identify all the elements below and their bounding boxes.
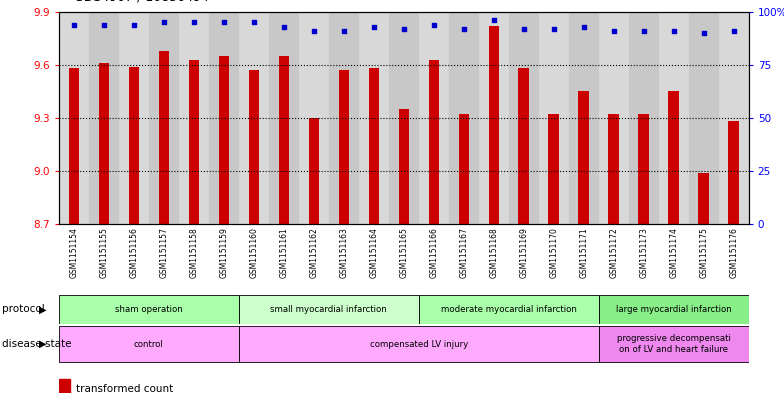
Point xyxy=(278,24,290,30)
Bar xyxy=(188,59,199,224)
Bar xyxy=(89,12,119,224)
Bar xyxy=(278,56,289,224)
Bar xyxy=(239,12,269,224)
Bar xyxy=(599,12,629,224)
Bar xyxy=(249,70,259,224)
Bar xyxy=(488,26,499,224)
Point xyxy=(307,28,320,34)
Point xyxy=(547,26,560,32)
Point xyxy=(488,17,500,24)
Bar xyxy=(59,379,70,393)
Bar xyxy=(359,12,389,224)
FancyBboxPatch shape xyxy=(59,326,239,362)
Bar xyxy=(389,12,419,224)
FancyBboxPatch shape xyxy=(599,296,749,324)
Point xyxy=(368,24,380,30)
Text: control: control xyxy=(134,340,164,349)
Bar xyxy=(309,118,319,224)
Bar xyxy=(549,114,559,224)
Point xyxy=(187,19,200,26)
Bar xyxy=(459,114,469,224)
Bar xyxy=(719,12,749,224)
Point xyxy=(608,28,620,34)
Text: compensated LV injury: compensated LV injury xyxy=(369,340,468,349)
Bar xyxy=(59,12,89,224)
Point xyxy=(97,21,110,28)
Point xyxy=(728,28,740,34)
Bar xyxy=(219,56,229,224)
Point xyxy=(637,28,650,34)
Text: disease state: disease state xyxy=(2,339,71,349)
Bar xyxy=(328,12,359,224)
Bar xyxy=(518,68,529,224)
Bar xyxy=(129,66,139,224)
Text: ▶: ▶ xyxy=(39,339,47,349)
Point xyxy=(698,30,710,36)
Bar xyxy=(368,68,379,224)
FancyBboxPatch shape xyxy=(239,326,599,362)
Point xyxy=(578,24,590,30)
Bar xyxy=(568,12,599,224)
Bar xyxy=(539,12,568,224)
Point xyxy=(217,19,230,26)
Bar xyxy=(479,12,509,224)
Text: transformed count: transformed count xyxy=(76,384,174,393)
Bar xyxy=(99,63,109,224)
FancyBboxPatch shape xyxy=(239,296,419,324)
Text: large myocardial infarction: large myocardial infarction xyxy=(616,305,731,314)
Text: progressive decompensati
on of LV and heart failure: progressive decompensati on of LV and he… xyxy=(617,334,731,354)
Bar xyxy=(429,59,439,224)
Bar xyxy=(149,12,179,224)
Bar xyxy=(669,91,679,224)
Bar xyxy=(728,121,739,224)
Text: small myocardial infarction: small myocardial infarction xyxy=(270,305,387,314)
Text: ▶: ▶ xyxy=(39,305,47,314)
Point xyxy=(397,26,410,32)
Point xyxy=(128,21,140,28)
Point xyxy=(667,28,680,34)
Bar xyxy=(419,12,448,224)
Bar xyxy=(659,12,688,224)
Bar xyxy=(509,12,539,224)
Bar xyxy=(209,12,239,224)
Bar xyxy=(688,12,719,224)
FancyBboxPatch shape xyxy=(59,296,239,324)
Bar xyxy=(339,70,349,224)
Bar xyxy=(119,12,149,224)
Bar xyxy=(699,173,709,224)
Bar xyxy=(299,12,328,224)
Text: protocol: protocol xyxy=(2,305,45,314)
Point xyxy=(517,26,530,32)
Bar xyxy=(179,12,209,224)
Bar xyxy=(398,109,409,224)
Text: sham operation: sham operation xyxy=(115,305,183,314)
Bar xyxy=(269,12,299,224)
Point xyxy=(67,21,80,28)
Point xyxy=(337,28,350,34)
Point xyxy=(458,26,470,32)
FancyBboxPatch shape xyxy=(419,296,599,324)
Point xyxy=(158,19,170,26)
Text: moderate myocardial infarction: moderate myocardial infarction xyxy=(441,305,577,314)
Point xyxy=(427,21,440,28)
Bar xyxy=(608,114,619,224)
Bar xyxy=(68,68,79,224)
Text: GDS4907 / 10850494: GDS4907 / 10850494 xyxy=(74,0,209,4)
Bar xyxy=(158,51,169,224)
Bar xyxy=(448,12,479,224)
FancyBboxPatch shape xyxy=(599,326,749,362)
Bar xyxy=(629,12,659,224)
Point xyxy=(248,19,260,26)
Bar xyxy=(638,114,649,224)
Bar xyxy=(579,91,589,224)
